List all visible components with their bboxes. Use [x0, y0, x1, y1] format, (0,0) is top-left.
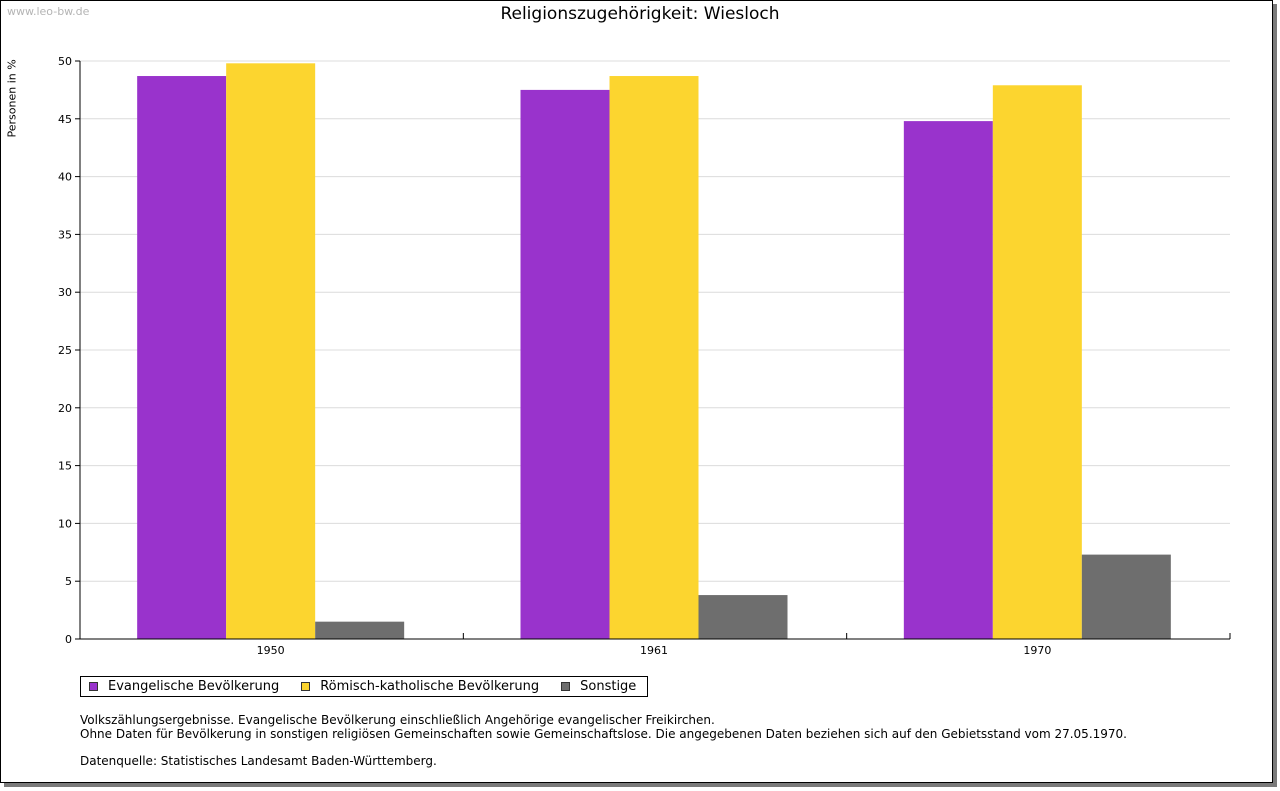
y-tick-label: 50 [58, 55, 72, 68]
y-tick-label: 15 [58, 460, 72, 473]
watermark: www.leo-bw.de [7, 5, 90, 18]
legend-item-katholisch: Römisch-katholische Bevölkerung [301, 679, 539, 694]
note-line-1: Volkszählungsergebnisse. Evangelische Be… [80, 713, 715, 727]
data-source: Datenquelle: Statistisches Landesamt Bad… [80, 754, 437, 768]
x-tick-label: 1970 [1023, 644, 1051, 657]
axes: 0 5 10 15 20 25 30 35 40 45 50 1950 1961 1970 [58, 55, 1231, 657]
x-tick-label: 1961 [640, 644, 668, 657]
chart-title: Religionszugehörigkeit: Wiesloch [500, 4, 780, 24]
y-tick-label: 35 [58, 228, 72, 241]
bars [137, 63, 1171, 639]
legend-label: Römisch-katholische Bevölkerung [320, 679, 540, 694]
bar-sonstige-1970 [1081, 554, 1171, 639]
chart-notes: Volkszählungsergebnisse. Evangelische Be… [80, 713, 1127, 768]
note-line-2: Ohne Daten für Bevölkerung in sonstigen … [80, 727, 1127, 741]
y-tick-label: 0 [65, 633, 72, 646]
y-tick-label: 45 [58, 113, 72, 126]
y-tick-label: 30 [58, 286, 72, 299]
legend-swatch [301, 682, 311, 691]
legend-label: Evangelische Bevölkerung [108, 679, 280, 694]
y-tick-label: 5 [65, 575, 72, 588]
bar-evangelische-bev-lkerung-1950 [137, 76, 227, 639]
bar-evangelische-bev-lkerung-1961 [520, 89, 610, 639]
legend: Evangelische Bevölkerung Römisch-katholi… [80, 676, 649, 697]
bar-r-misch-katholische-bev-lkerung-1970 [992, 85, 1082, 639]
bar-r-misch-katholische-bev-lkerung-1950 [226, 63, 316, 639]
legend-swatch [89, 682, 98, 691]
y-tick-label: 25 [58, 344, 72, 357]
y-tick-label: 40 [58, 171, 72, 184]
legend-item-sonstige: Sonstige [561, 679, 636, 694]
bar-r-misch-katholische-bev-lkerung-1961 [609, 76, 699, 639]
y-tick-label: 20 [58, 402, 72, 415]
legend-swatch [561, 682, 571, 691]
x-tick-label: 1950 [257, 644, 285, 657]
legend-label: Sonstige [580, 679, 637, 694]
bar-sonstige-1961 [698, 595, 788, 639]
bar-evangelische-bev-lkerung-1970 [903, 121, 993, 639]
y-tick-label: 10 [58, 517, 72, 530]
bar-sonstige-1950 [315, 621, 405, 639]
legend-item-evangelisch: Evangelische Bevölkerung [89, 679, 279, 694]
